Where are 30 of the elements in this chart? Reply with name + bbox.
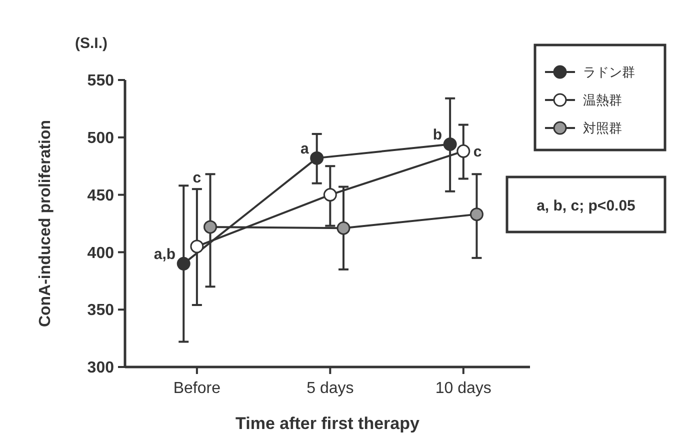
legend-label: 対照群 bbox=[583, 120, 622, 137]
legend-label: 温熱群 bbox=[583, 94, 622, 109]
point bbox=[443, 138, 457, 152]
point bbox=[470, 208, 484, 222]
y-tick-label: 450 bbox=[87, 187, 114, 204]
text: a, b, c; p<0.05 bbox=[536, 197, 636, 214]
x-tick-label: 10 days bbox=[435, 380, 492, 397]
y-tick-label: 550 bbox=[87, 72, 114, 90]
point bbox=[310, 151, 324, 165]
text: (S.I.) bbox=[75, 35, 108, 52]
point bbox=[456, 144, 470, 158]
y-tick-label: 300 bbox=[87, 360, 114, 377]
point bbox=[323, 188, 337, 202]
annotation: b bbox=[432, 126, 442, 144]
point bbox=[190, 240, 204, 254]
y-tick-label: 500 bbox=[87, 130, 114, 147]
y-tick-label: 400 bbox=[87, 244, 114, 262]
annotation: a bbox=[300, 140, 310, 158]
point bbox=[176, 256, 190, 270]
legend-label: ラドン群 bbox=[583, 66, 635, 81]
x-axis-title: Time after first therapy bbox=[236, 414, 420, 433]
annotation: a,b bbox=[154, 246, 176, 263]
x-tick-label: 5 days bbox=[306, 380, 354, 397]
annotation: c bbox=[473, 143, 482, 160]
y-tick-label: 350 bbox=[87, 302, 114, 320]
point bbox=[336, 221, 350, 235]
point bbox=[204, 220, 218, 234]
y-axis-title: ConA-induced proliferation bbox=[37, 120, 54, 328]
annotation: c bbox=[192, 169, 202, 186]
x-tick-label: Before bbox=[173, 380, 221, 397]
